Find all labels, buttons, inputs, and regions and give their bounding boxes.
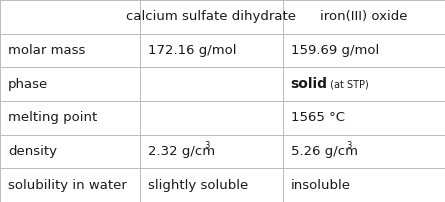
Text: insoluble: insoluble	[291, 179, 351, 192]
Text: density: density	[8, 145, 57, 158]
Text: (at STP): (at STP)	[327, 79, 369, 89]
Text: 159.69 g/mol: 159.69 g/mol	[291, 44, 379, 57]
Text: 3: 3	[347, 141, 352, 150]
Text: solubility in water: solubility in water	[8, 179, 127, 192]
Text: 3: 3	[204, 141, 210, 150]
Text: molar mass: molar mass	[8, 44, 85, 57]
Text: solid: solid	[291, 77, 328, 91]
Text: 172.16 g/mol: 172.16 g/mol	[148, 44, 237, 57]
Text: 5.26 g/cm: 5.26 g/cm	[291, 145, 358, 158]
Text: calcium sulfate dihydrate: calcium sulfate dihydrate	[126, 10, 296, 23]
Text: iron(III) oxide: iron(III) oxide	[320, 10, 408, 23]
Text: slightly soluble: slightly soluble	[148, 179, 248, 192]
Text: 1565 °C: 1565 °C	[291, 111, 344, 124]
Text: 2.32 g/cm: 2.32 g/cm	[148, 145, 215, 158]
Text: melting point: melting point	[8, 111, 97, 124]
Text: phase: phase	[8, 78, 48, 91]
